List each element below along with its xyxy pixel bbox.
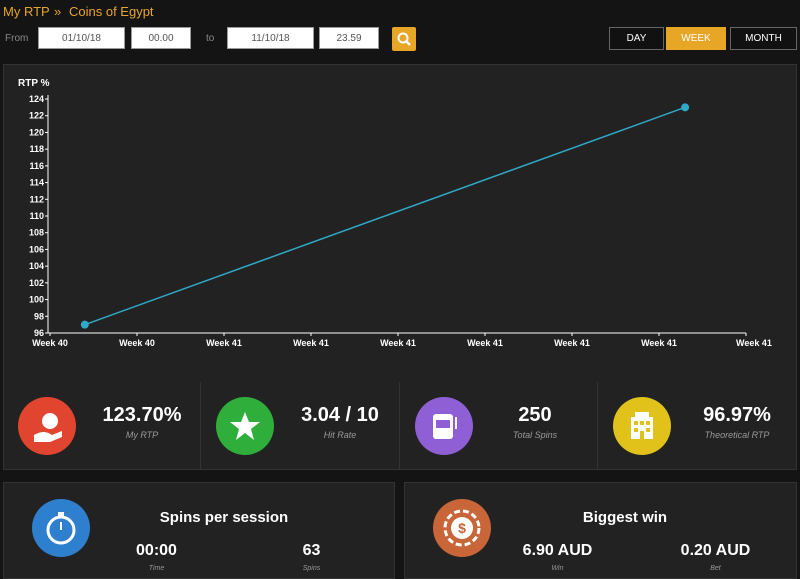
- x-tick-label: Week 41: [736, 338, 772, 348]
- svg-text:$: $: [458, 520, 466, 536]
- stat-card: 3.04 / 10 Hit Rate: [201, 382, 400, 470]
- x-tick-label: Week 41: [293, 338, 329, 348]
- from-label: From: [5, 33, 29, 44]
- y-tick-label: 106: [29, 244, 44, 254]
- y-tick-label: 110: [29, 211, 44, 221]
- y-tick-label: 100: [29, 295, 44, 305]
- period-button[interactable]: DAY: [609, 27, 664, 50]
- stat-card: 250 Total Spins: [400, 382, 598, 470]
- to-time[interactable]: 23.59: [319, 27, 379, 49]
- y-tick-label: 112: [29, 194, 44, 204]
- data-point: [681, 103, 690, 112]
- data-line: [84, 106, 686, 326]
- y-tick-label: 102: [29, 278, 44, 288]
- stat-label: Hit Rate: [323, 430, 357, 440]
- breadcrumb-separator: »: [54, 4, 62, 19]
- stat-value: 250: [518, 404, 552, 426]
- x-tick-label: Week 40: [32, 338, 68, 348]
- stat-label: My RTP: [125, 430, 159, 440]
- stat-label: Total Spins: [512, 430, 558, 440]
- breadcrumb-home[interactable]: My RTP: [3, 4, 50, 19]
- x-tick-label: Week 41: [554, 338, 590, 348]
- x-tick-label: Week 41: [206, 338, 242, 348]
- panel-label: Bet: [710, 565, 721, 572]
- y-tick-label: 122: [29, 111, 44, 121]
- y-tick-label: 114: [29, 178, 44, 188]
- stat-value: 96.97%: [703, 404, 771, 426]
- chip-icon: $: [433, 499, 491, 557]
- period-button[interactable]: MONTH: [730, 27, 797, 50]
- y-tick-label: 124: [29, 94, 44, 104]
- y-tick-label: 104: [29, 261, 44, 271]
- data-point: [80, 320, 89, 329]
- x-tick-label: Week 40: [119, 338, 155, 348]
- stat-value: 3.04 / 10: [301, 404, 379, 426]
- breadcrumb-game: Coins of Egypt: [69, 4, 154, 19]
- from-time[interactable]: 00.00: [131, 27, 191, 49]
- panel-value: 00:00: [136, 542, 177, 559]
- search-button[interactable]: [392, 27, 416, 51]
- x-tick-label: Week 41: [380, 338, 416, 348]
- x-tick-label: Week 41: [467, 338, 503, 348]
- y-tick-label: 108: [29, 228, 44, 238]
- panel-value: 63: [302, 542, 321, 559]
- to-label: to: [206, 33, 215, 44]
- period-button[interactable]: WEEK: [666, 27, 726, 50]
- chart-panel: [3, 64, 797, 470]
- timer-icon: [32, 499, 90, 557]
- rtp-icon: [18, 397, 76, 455]
- y-tick-label: 98: [34, 311, 44, 321]
- search-icon: [397, 32, 411, 46]
- hit-rate-icon: [216, 397, 274, 455]
- y-tick-label: 118: [29, 144, 44, 154]
- stat-value: 123.70%: [102, 404, 182, 426]
- panel-label: Win: [551, 565, 564, 572]
- y-tick-label: 120: [29, 127, 44, 137]
- spins-icon: [415, 397, 473, 455]
- theoretical-icon: [613, 397, 671, 455]
- stat-card: 123.70% My RTP: [3, 382, 201, 470]
- panel-value: 0.20 AUD: [680, 542, 751, 559]
- stat-label: Theoretical RTP: [704, 430, 770, 440]
- y-axis-label: RTP %: [18, 78, 50, 89]
- panel-title: Biggest win: [582, 509, 668, 526]
- panel-label: Time: [148, 565, 165, 572]
- y-tick-label: 96: [34, 328, 44, 338]
- from-date[interactable]: 01/10/18: [38, 27, 125, 49]
- panel-value: 6.90 AUD: [522, 542, 593, 559]
- x-tick-label: Week 41: [641, 338, 677, 348]
- win-panel: $ Biggest win 6.90 AUD Win 0.20 AUD Bet: [404, 482, 797, 579]
- panel-title: Spins per session: [159, 509, 289, 526]
- to-date[interactable]: 11/10/18: [227, 27, 314, 49]
- stat-card: 96.97% Theoretical RTP: [598, 382, 797, 470]
- session-panel: Spins per session 00:00 Time 63 Spins: [3, 482, 395, 579]
- y-tick-label: 116: [29, 161, 44, 171]
- panel-label: Spins: [302, 565, 321, 572]
- chart: RTP % 96 98 100 102 104 106 108 110 112 114 116 118…: [18, 78, 772, 348]
